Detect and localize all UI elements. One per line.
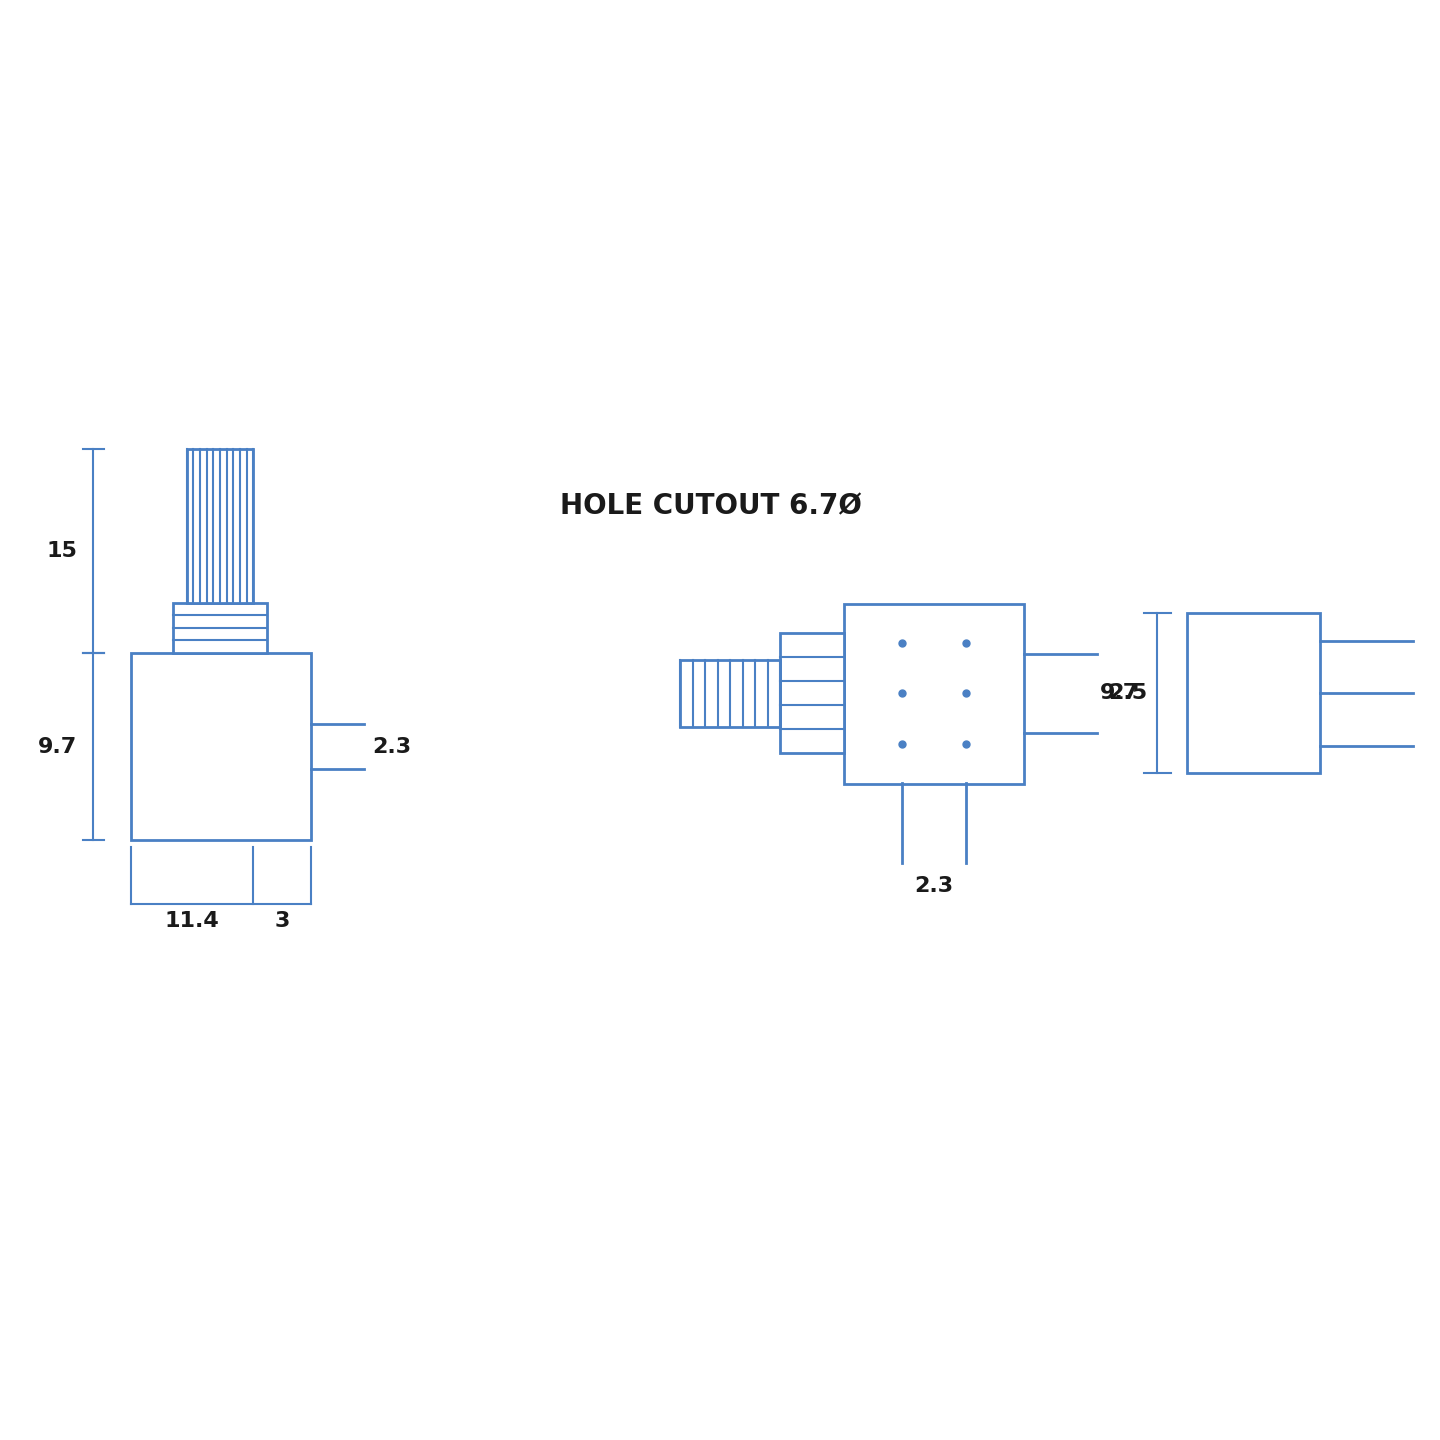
Text: 3: 3 bbox=[274, 910, 289, 930]
Text: 15: 15 bbox=[46, 541, 78, 562]
Bar bbox=[680, 660, 780, 727]
Text: 9.7: 9.7 bbox=[1099, 684, 1139, 703]
Bar bbox=[131, 654, 311, 840]
Bar bbox=[1187, 613, 1320, 773]
Text: 9.7: 9.7 bbox=[37, 737, 78, 756]
Text: 2.5: 2.5 bbox=[1107, 684, 1148, 703]
Text: HOLE CUTOUT 6.7Ø: HOLE CUTOUT 6.7Ø bbox=[560, 492, 863, 520]
Bar bbox=[844, 603, 1024, 783]
Bar bbox=[187, 449, 253, 603]
Bar bbox=[173, 603, 266, 654]
Bar bbox=[780, 634, 844, 753]
Text: 2.3: 2.3 bbox=[914, 876, 953, 896]
Text: 11.4: 11.4 bbox=[164, 910, 219, 930]
Text: 2.3: 2.3 bbox=[372, 737, 412, 756]
